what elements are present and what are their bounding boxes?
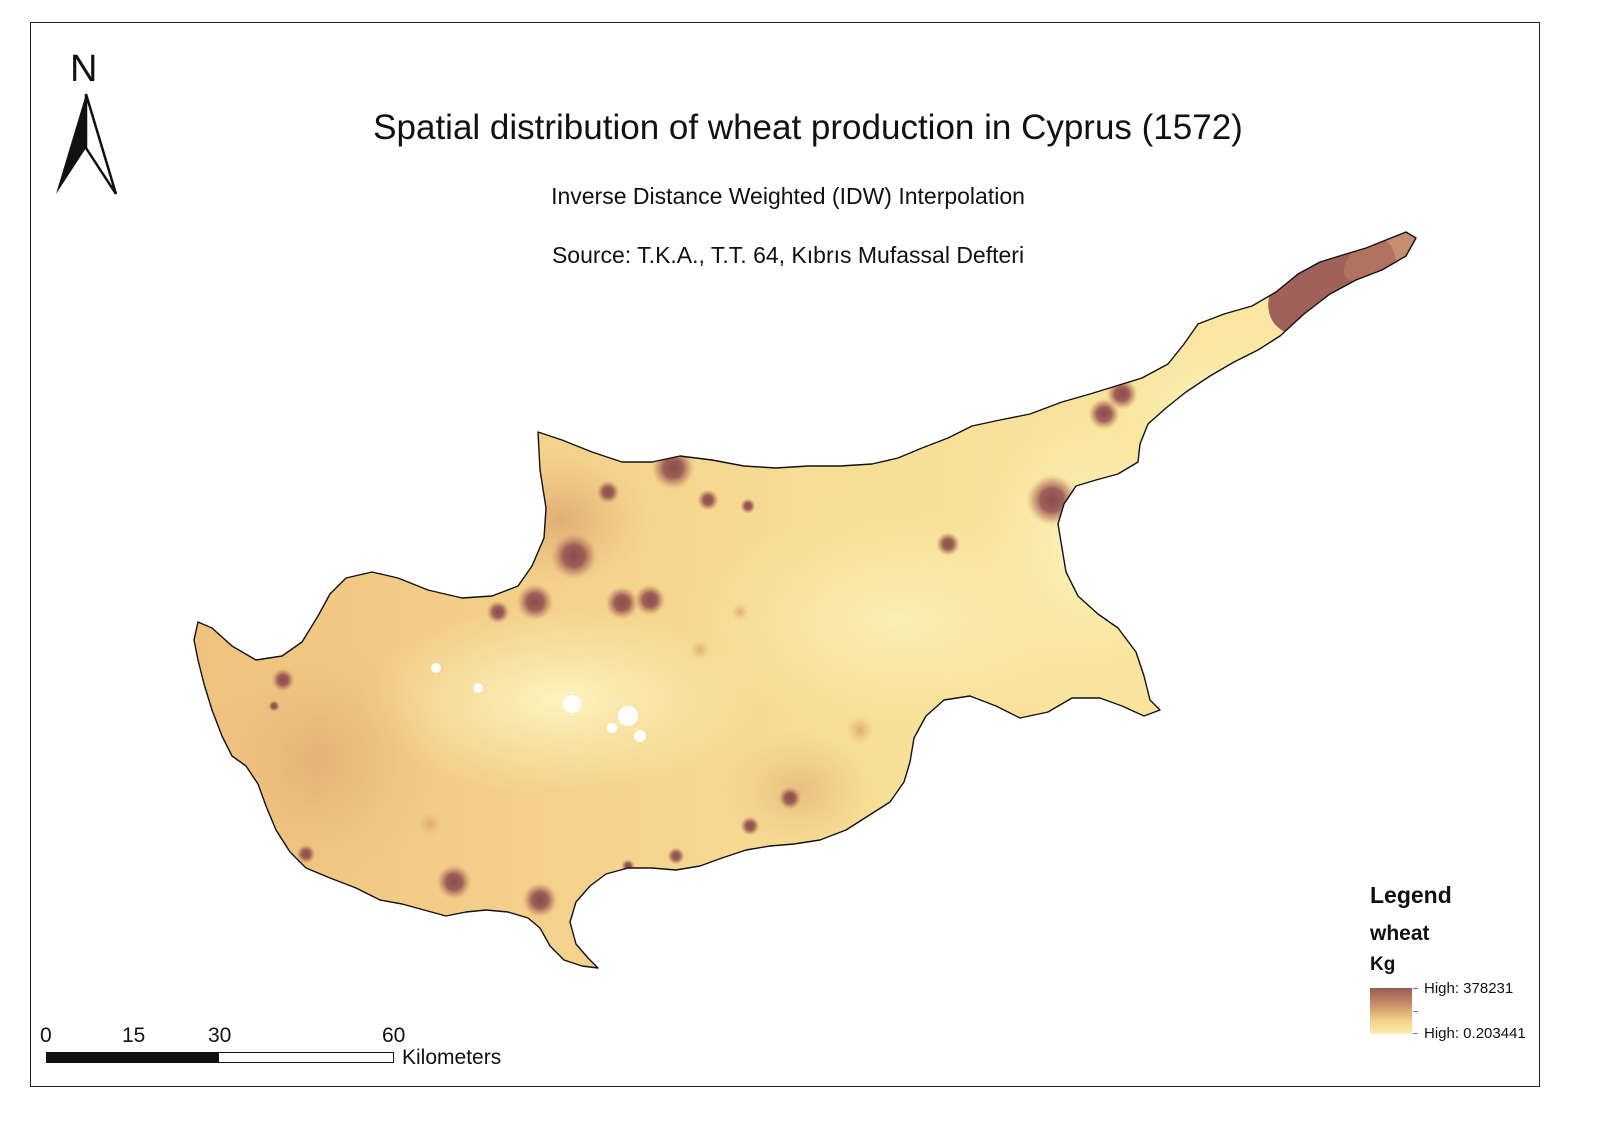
scale-tick-30: 30 <box>208 1024 232 1047</box>
legend-tick-high <box>1413 988 1418 989</box>
scale-segment-3 <box>218 1052 394 1063</box>
legend-low-label: High: 0.203441 <box>1424 1025 1526 1042</box>
map-frame <box>30 22 1540 1087</box>
scale-tick-60: 60 <box>382 1024 406 1047</box>
legend-tick-low <box>1413 1033 1418 1034</box>
scale-segment-2 <box>132 1052 220 1063</box>
legend-unit: Kg <box>1370 954 1396 975</box>
scale-units: Kilometers <box>402 1046 502 1069</box>
scale-tick-0: 0 <box>40 1024 52 1047</box>
scale-tick-15: 15 <box>122 1024 146 1047</box>
north-arrow-icon <box>56 93 118 195</box>
legend-color-ramp <box>1370 988 1412 1034</box>
island-outline <box>193 231 1417 969</box>
north-label: N <box>70 48 98 90</box>
legend-tick-mid <box>1413 1011 1418 1012</box>
scale-segment-1 <box>46 1052 134 1063</box>
legend-layer-name: wheat <box>1370 922 1430 945</box>
legend-title: Legend <box>1370 882 1452 908</box>
legend-high-label: High: 378231 <box>1424 980 1514 997</box>
map-source: Source: T.K.A., T.T. 64, Kıbrıs Mufassal… <box>551 242 1025 268</box>
scale-bar: 0 15 30 60 Kilometers <box>40 1024 560 1074</box>
legend: Legend wheat Kg High: 378231 High: 0.203… <box>1370 882 1570 1072</box>
map-title: Spatial distribution of wheat production… <box>373 108 1243 147</box>
map-subtitle: Inverse Distance Weighted (IDW) Interpol… <box>551 183 1025 209</box>
